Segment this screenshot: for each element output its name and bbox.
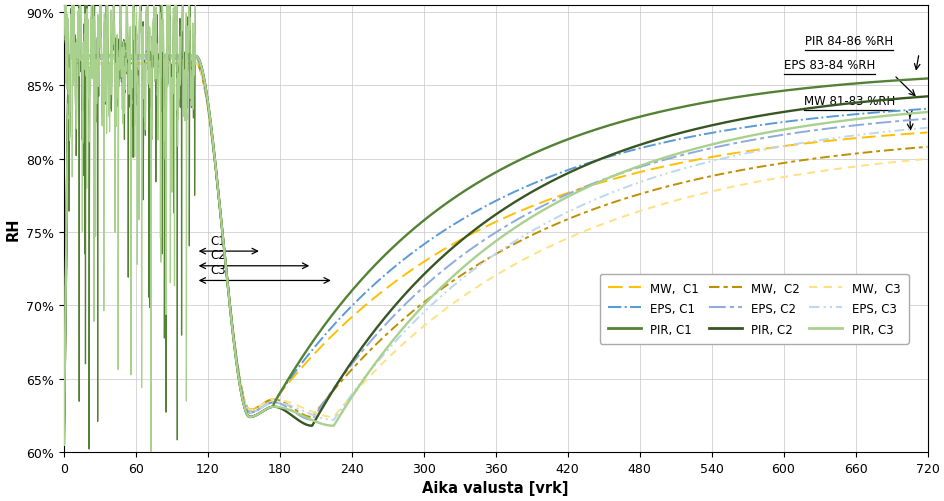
MW, C2 — [59, 442, 70, 448]
PIR, C3 — [685, 147, 697, 153]
PIR, C2 — [851, 100, 863, 106]
MW, C2 — [428, 292, 439, 298]
MW, C3 — [59, 442, 70, 448]
PIR, C1 — [468, 182, 480, 188]
EPS, C2 — [895, 119, 906, 125]
PIR, C2 — [421, 269, 432, 275]
Line: MW, C3: MW, C3 — [64, 64, 926, 445]
Text: C2: C2 — [210, 249, 226, 262]
PIR, C1 — [63, 54, 75, 60]
EPS, C1 — [685, 134, 697, 140]
EPS, C2 — [468, 244, 480, 250]
PIR, C3 — [421, 299, 432, 305]
MW, C3 — [895, 159, 906, 165]
PIR, C1 — [895, 78, 906, 84]
Line: PIR, C1: PIR, C1 — [64, 57, 926, 445]
MW, C1 — [685, 158, 697, 164]
MW, C1 — [428, 253, 439, 259]
MW, C1 — [895, 132, 906, 138]
PIR, C3 — [468, 255, 480, 261]
PIR, C3 — [920, 110, 932, 116]
MW, C1 — [920, 130, 932, 136]
PIR, C1 — [421, 215, 432, 221]
MW, C2 — [920, 144, 932, 150]
X-axis label: Aika valusta [vrk]: Aika valusta [vrk] — [422, 480, 568, 495]
EPS, C2 — [63, 57, 75, 63]
MW, C2 — [421, 298, 432, 304]
PIR, C3 — [59, 442, 70, 448]
Text: EPS 83-84 %RH: EPS 83-84 %RH — [783, 59, 874, 72]
MW, C3 — [685, 194, 697, 200]
EPS, C3 — [895, 128, 906, 134]
MW, C1 — [468, 230, 480, 236]
Text: MW 81-83 %RH: MW 81-83 %RH — [803, 95, 894, 108]
EPS, C1 — [920, 107, 932, 113]
MW, C2 — [63, 61, 75, 67]
PIR, C1 — [685, 103, 697, 109]
EPS, C1 — [468, 210, 480, 216]
EPS, C2 — [685, 150, 697, 156]
EPS, C1 — [59, 442, 70, 448]
PIR, C3 — [428, 292, 439, 298]
PIR, C2 — [895, 96, 906, 102]
PIR, C2 — [468, 227, 480, 233]
Line: MW, C1: MW, C1 — [64, 64, 926, 445]
PIR, C2 — [59, 442, 70, 448]
MW, C2 — [851, 151, 863, 157]
PIR, C3 — [851, 117, 863, 123]
EPS, C3 — [63, 57, 75, 63]
EPS, C2 — [428, 276, 439, 282]
EPS, C2 — [421, 282, 432, 288]
PIR, C2 — [685, 128, 697, 134]
MW, C1 — [63, 61, 75, 67]
EPS, C3 — [685, 164, 697, 170]
PIR, C2 — [920, 94, 932, 100]
PIR, C1 — [59, 442, 70, 448]
EPS, C3 — [421, 307, 432, 313]
Line: EPS, C1: EPS, C1 — [64, 60, 926, 445]
PIR, C3 — [895, 112, 906, 118]
MW, C2 — [685, 178, 697, 184]
EPS, C1 — [421, 239, 432, 245]
EPS, C2 — [920, 116, 932, 122]
MW, C1 — [851, 136, 863, 142]
EPS, C1 — [851, 112, 863, 118]
EPS, C1 — [63, 57, 75, 63]
Text: C3: C3 — [210, 264, 226, 277]
MW, C1 — [421, 258, 432, 264]
PIR, C1 — [428, 210, 439, 216]
MW, C3 — [63, 61, 75, 67]
Text: C1: C1 — [210, 234, 226, 247]
EPS, C3 — [851, 133, 863, 139]
Text: PIR 84-86 %RH: PIR 84-86 %RH — [804, 35, 892, 48]
Legend: MW,  C1, EPS, C1, PIR, C1, MW,  C2, EPS, C2, PIR, C2, MW,  C3, EPS, C3, PIR, C3: MW, C1, EPS, C1, PIR, C1, MW, C2, EPS, C… — [599, 275, 908, 344]
MW, C1 — [59, 442, 70, 448]
MW, C2 — [895, 147, 906, 153]
PIR, C3 — [63, 54, 75, 60]
MW, C3 — [428, 315, 439, 321]
EPS, C3 — [920, 125, 932, 131]
EPS, C1 — [428, 235, 439, 241]
MW, C2 — [468, 264, 480, 270]
EPS, C2 — [59, 442, 70, 448]
MW, C3 — [421, 321, 432, 327]
MW, C3 — [851, 164, 863, 170]
EPS, C3 — [428, 300, 439, 306]
PIR, C1 — [851, 81, 863, 87]
Line: PIR, C2: PIR, C2 — [64, 57, 926, 445]
Line: EPS, C3: EPS, C3 — [64, 60, 926, 445]
Line: EPS, C2: EPS, C2 — [64, 60, 926, 445]
MW, C3 — [468, 286, 480, 292]
EPS, C1 — [895, 108, 906, 114]
Line: PIR, C3: PIR, C3 — [64, 57, 926, 445]
PIR, C1 — [920, 76, 932, 82]
MW, C3 — [920, 156, 932, 162]
Line: MW, C2: MW, C2 — [64, 64, 926, 445]
PIR, C2 — [63, 54, 75, 60]
EPS, C3 — [468, 267, 480, 273]
EPS, C3 — [59, 442, 70, 448]
Y-axis label: RH: RH — [6, 217, 21, 240]
EPS, C2 — [851, 123, 863, 129]
PIR, C2 — [428, 262, 439, 268]
